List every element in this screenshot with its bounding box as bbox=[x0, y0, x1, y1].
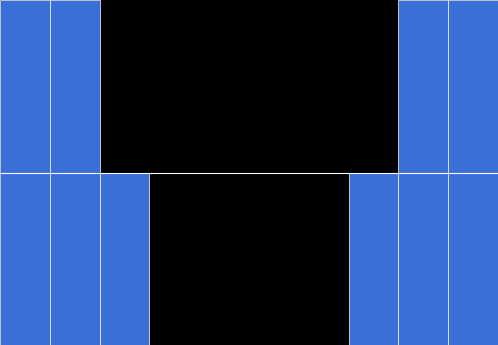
Bar bbox=[100, 172, 149, 345]
Bar bbox=[349, 172, 398, 345]
Bar bbox=[448, 0, 498, 345]
Bar bbox=[398, 0, 448, 345]
Bar bbox=[50, 0, 100, 345]
Bar bbox=[0, 0, 50, 345]
